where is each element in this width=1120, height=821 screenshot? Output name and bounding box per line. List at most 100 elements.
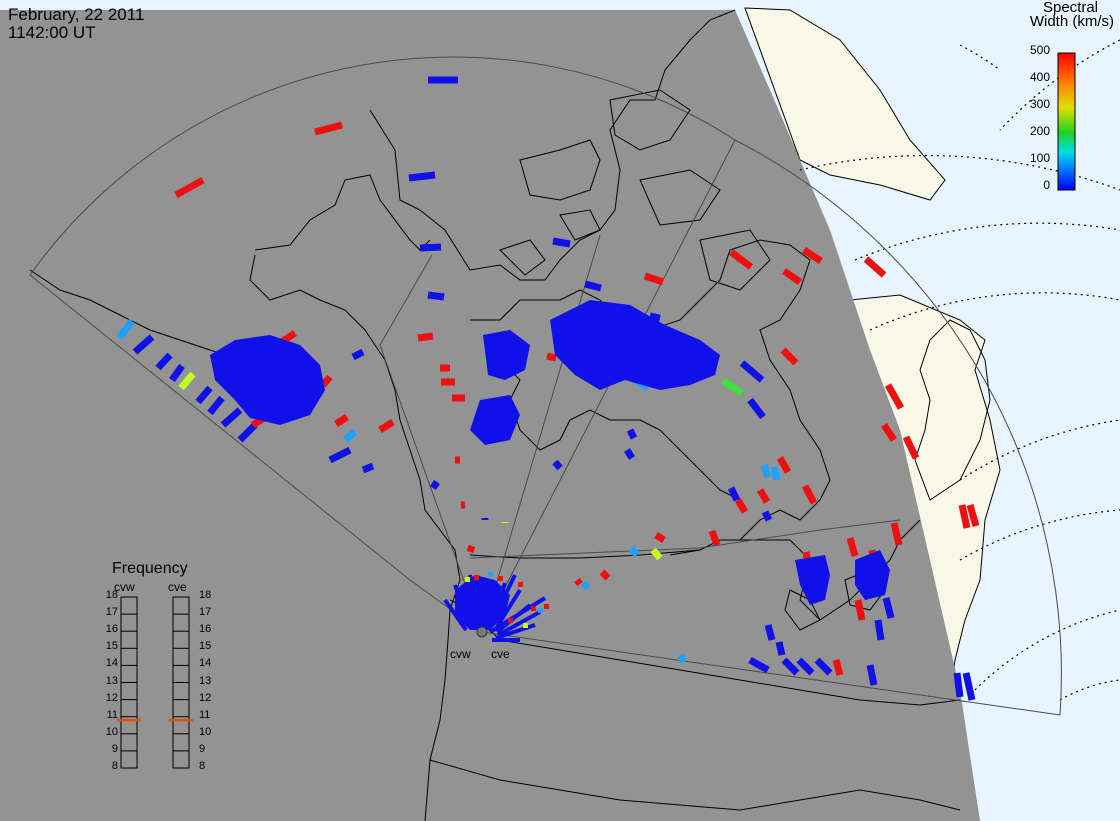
echo-cell	[802, 247, 823, 264]
echo-cell	[728, 249, 754, 270]
echo-cell	[408, 171, 436, 182]
echo-cell	[314, 121, 343, 136]
echo-cell	[320, 374, 333, 388]
echo-fan-beam	[468, 574, 480, 629]
echo-cell	[734, 498, 749, 514]
frequency-scale-left: 9	[111, 742, 118, 755]
frequency-scale-left: 11	[106, 708, 118, 721]
echo-cluster	[550, 300, 720, 390]
echo-cell	[801, 484, 818, 505]
echo-cell	[874, 619, 885, 641]
frequency-scale-left: 10	[105, 725, 118, 738]
frequency-col-cve: cve	[168, 580, 187, 594]
echo-cell	[544, 604, 549, 609]
frequency-scale-right: 14	[199, 657, 212, 670]
colorbar-gradient	[1057, 52, 1076, 191]
echo-cell	[966, 504, 980, 527]
echo-cell	[626, 428, 638, 440]
echo-cell	[760, 463, 772, 479]
echo-cell	[334, 414, 349, 427]
echo-cell	[169, 363, 185, 383]
frequency-scale-right: 15	[199, 640, 212, 653]
frequency-title: Frequency	[112, 560, 188, 577]
frequency-panel-boxes	[117, 596, 193, 769]
echo-cell	[958, 504, 971, 529]
colorbar-tick-100: 100	[1029, 151, 1050, 165]
echo-cell	[518, 582, 523, 587]
frequency-col-cvw: cvw	[114, 580, 135, 594]
colorbar-tick-0: 0	[1043, 178, 1050, 192]
echo-cell	[882, 597, 895, 619]
frequency-scale-left: 17	[105, 606, 118, 619]
colorbar-tick-300: 300	[1029, 97, 1050, 111]
echo-cell	[574, 577, 583, 587]
echo-cell	[739, 360, 765, 383]
echo-cell	[419, 243, 442, 252]
echo-fan-beam	[493, 588, 522, 632]
latitude-rings	[799, 39, 1120, 701]
echo-cell	[599, 569, 611, 581]
frequency-scale-right: 16	[199, 623, 212, 636]
echo-cell	[649, 312, 661, 322]
echo-fan-beam	[497, 610, 541, 637]
echo-cell	[430, 480, 440, 490]
echo-cell	[775, 641, 786, 656]
echo-cell	[195, 385, 213, 405]
echo-fan-beam	[495, 623, 536, 640]
frequency-scale-right: 10	[199, 725, 212, 738]
echo-cell	[116, 318, 135, 341]
echo-fan-beam	[488, 596, 547, 634]
frequency-scale-right: 13	[199, 674, 212, 687]
echo-cell	[902, 435, 920, 460]
radar-site-marker	[476, 626, 488, 638]
echo-cell	[654, 532, 666, 543]
echo-cell	[650, 547, 663, 561]
echo-cell	[531, 606, 536, 611]
echo-cell	[708, 529, 721, 547]
echo-cell	[881, 423, 897, 442]
echo-cell	[508, 618, 513, 623]
echo-cell	[552, 459, 563, 471]
echo-cell	[498, 576, 503, 581]
echo-cell	[643, 272, 665, 286]
colorbar-title-line2: Width (km/s)	[1029, 13, 1114, 30]
echo-cell	[832, 659, 844, 676]
radar-label-cve: cve	[491, 647, 510, 661]
frequency-scale-left: 18	[105, 589, 118, 601]
date-label: February, 22 2011	[8, 5, 145, 24]
echo-fan-beam	[443, 598, 468, 632]
frequency-scale-left: 14	[105, 657, 118, 670]
echo-cell	[523, 623, 528, 628]
echo-cell	[488, 572, 493, 577]
echo-cell	[584, 280, 602, 292]
echo-cluster	[855, 550, 890, 600]
echo-cell	[207, 395, 225, 416]
echo-cell	[780, 347, 799, 366]
echo-cell	[538, 608, 543, 613]
radar-label-cvw: cvw	[450, 647, 471, 661]
echo-cell	[328, 446, 352, 464]
echo-cell	[854, 599, 866, 621]
echo-cell	[174, 176, 205, 199]
echo-cell	[220, 407, 243, 428]
frequency-scale-left: 13	[105, 674, 118, 687]
echo-cell	[756, 488, 771, 504]
echo-cell	[237, 422, 258, 443]
echo-cell	[846, 537, 859, 557]
echo-cell	[962, 672, 976, 701]
echo-cell	[178, 371, 196, 391]
echo-cell	[863, 256, 887, 278]
frequency-scale-right: 8	[199, 760, 206, 772]
echo-cell	[796, 657, 815, 676]
echo-cluster	[470, 395, 520, 445]
colorbar-tick-400: 400	[1029, 70, 1050, 84]
frequency-scale-right: 12	[199, 691, 212, 704]
frequency-scale-left: 16	[105, 623, 118, 636]
echo-fan-beam	[486, 574, 517, 631]
frequency-scale-right: 17	[199, 606, 212, 619]
echo-cell	[466, 544, 476, 554]
echo-cell	[378, 419, 395, 433]
echo-cluster	[210, 335, 325, 425]
